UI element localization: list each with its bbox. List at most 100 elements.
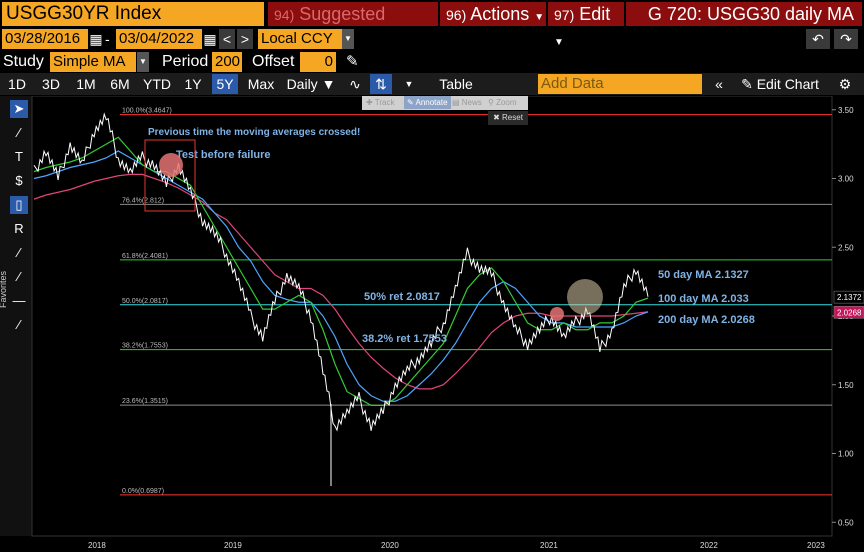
test-highlight-circle[interactable] (159, 153, 183, 177)
study-bar: Study Simple MA ▼ Period 200 Offset 0 ✎ (0, 52, 864, 72)
edit-chart-button[interactable]: ✎ Edit Chart (741, 76, 819, 92)
offset-label: Offset (252, 53, 295, 70)
date-bar: 03/28/2016 ▦ - 03/04/2022 ▦ < > Local CC… (0, 29, 864, 51)
collapse-icon[interactable]: « (715, 76, 723, 92)
study-label: Study (3, 53, 44, 70)
fibonacci-levels: 100.0%(3.4647) 76.4%(2.812) 61.8%(2.4081) 5… (120, 108, 832, 496)
chart-title: G 720: USGG30 daily MA (626, 2, 862, 26)
fib-level-label: 100.0%(3.4647) (122, 108, 172, 115)
study-select[interactable]: Simple MA (50, 52, 136, 72)
drawing-toolbox: ➤ ∕ T $ ▯ R ∕ ∕ — ∕ Favorites (0, 96, 32, 536)
fib-level-label: 38.2%(1.7553) (122, 343, 168, 350)
last-value-label: 2.1372 (837, 293, 862, 302)
chart-annotation[interactable]: Previous time the moving averages crosse… (148, 127, 360, 138)
chart-annotation[interactable]: 50% ret 2.0817 (364, 291, 440, 303)
title-bar: USGG30YR Index 94) Suggested Charts 96) … (0, 0, 864, 49)
actions-number: 96) (446, 7, 467, 23)
add-data-input[interactable]: Add Data (538, 74, 702, 94)
ticker-field[interactable]: USGG30YR Index (2, 2, 264, 26)
end-date-field[interactable]: 03/04/2022 (116, 29, 202, 49)
study-dropdown-icon[interactable]: ▼ (137, 52, 149, 72)
fib-level-label: 61.8%(2.4081) (122, 253, 168, 260)
price-chart[interactable]: 100.0%(3.4647) 76.4%(2.812) 61.8%(2.4081) 5… (0, 96, 864, 552)
chart-annotation[interactable]: 38.2% ret 1.7553 (362, 333, 447, 345)
y-tick-label: 1.50 (838, 381, 854, 390)
channel-icon[interactable]: ∕ (17, 269, 21, 284)
chart-annotation[interactable]: 50 day MA 2.1327 (658, 269, 749, 281)
period-6m-button[interactable]: 6M (110, 76, 130, 92)
chart-annotation[interactable]: 200 day MA 2.0268 (658, 314, 755, 326)
period-1y-button[interactable]: 1Y (184, 76, 202, 92)
cross-highlight-circle[interactable] (550, 307, 564, 321)
period-1d-button[interactable]: 1D (8, 76, 26, 92)
period-max-button[interactable]: Max (247, 76, 275, 92)
series-lines (33, 112, 649, 432)
ray-icon[interactable]: ∕ (17, 317, 21, 332)
news-mode-button[interactable]: ▤ News (452, 98, 482, 107)
frequency-select[interactable]: Daily ▼ (286, 76, 336, 92)
x-axis-label: 2018 (88, 541, 106, 550)
next-period-button[interactable]: > (237, 29, 253, 49)
suggested-charts-button[interactable]: 94) Suggested Charts (268, 2, 438, 49)
reset-zoom-button[interactable]: ✖ Reset (488, 111, 528, 125)
chart-type-dropdown-icon[interactable]: ▼ (404, 79, 414, 89)
suggested-charts-number: 94) (274, 7, 295, 23)
calendar-icon[interactable]: ▦ (203, 29, 217, 49)
x-axis-label: 2021 (540, 541, 558, 550)
x-axis-labels: 2018 2019 2020 2021 2022 2023 (88, 541, 825, 550)
settings-icon[interactable]: ⚙ (838, 76, 852, 92)
x-axis-label: 2019 (224, 541, 242, 550)
edit-label: Edit (579, 4, 611, 24)
candlestick-icon[interactable]: ⇅ (370, 74, 392, 94)
period-bar: 1D 3D 1M 6M YTD 1Y 5Y Max Daily ▼ ∿ ⇅ ▼ … (0, 73, 864, 95)
fib-level-label: 0.0%(0.6987) (122, 488, 164, 495)
start-date-field[interactable]: 03/28/2016 (2, 29, 88, 49)
trend-line-icon[interactable]: ∕ (17, 245, 21, 260)
edit-button[interactable]: 97) Edit ▼ (548, 2, 624, 48)
currency-select[interactable]: Local CCY (258, 29, 342, 49)
redo-icon[interactable]: ↷ (834, 29, 858, 49)
line-chart-icon[interactable]: ∿ (349, 76, 361, 92)
chart-annotation[interactable]: Test before failure (176, 149, 271, 161)
last-value-tags: 2.1372 2.0268 (833, 290, 864, 319)
track-mode-button[interactable]: ✚ Track (366, 98, 395, 107)
draw-line-icon[interactable]: ∕ (17, 125, 21, 140)
chart-mode-toolbar: ✚ Track ✎ Annotate ▤ News ⚲ Zoom (362, 96, 528, 110)
zoom-mode-button[interactable]: ⚲ Zoom (488, 98, 517, 107)
price-text-icon[interactable]: $ (15, 173, 23, 188)
period-ytd-button[interactable]: YTD (143, 76, 171, 92)
y-tick-label: 2.50 (838, 243, 854, 252)
rectangle-icon[interactable]: ▯ (10, 196, 28, 214)
calendar-icon[interactable]: ▦ (89, 29, 103, 49)
chart-annotation[interactable]: 100 day MA 2.033 (658, 293, 749, 305)
y-tick-label: 0.50 (838, 518, 854, 527)
y-tick-label: 3.00 (838, 175, 854, 184)
prev-period-button[interactable]: < (219, 29, 235, 49)
x-axis-label: 2023 (807, 541, 825, 550)
crossover-circle[interactable] (567, 279, 603, 315)
period-label: Period (162, 53, 209, 70)
period-3d-button[interactable]: 3D (42, 76, 60, 92)
x-axis-label: 2022 (700, 541, 718, 550)
series-line-ma (33, 136, 649, 406)
actions-button[interactable]: 96) Actions ▼ (440, 2, 546, 26)
horizontal-line-icon[interactable]: — (12, 293, 26, 308)
currency-dropdown-icon[interactable]: ▼ (342, 29, 354, 49)
period-5y-button[interactable]: 5Y (212, 74, 238, 94)
fibonacci-icon[interactable]: R (14, 221, 24, 236)
cursor-icon[interactable]: ➤ (10, 100, 28, 118)
period-input[interactable]: 200 (212, 52, 242, 72)
table-button[interactable]: Table (439, 76, 473, 92)
edit-dropdown-icon: ▼ (554, 37, 564, 48)
undo-icon[interactable]: ↶ (806, 29, 830, 49)
text-tool-icon[interactable]: T (15, 149, 23, 164)
x-axis-label: 2020 (381, 541, 399, 550)
pencil-icon[interactable]: ✎ (346, 53, 359, 70)
test-box-rectangle[interactable] (144, 139, 196, 212)
date-range-dash: - (105, 31, 110, 47)
offset-input[interactable]: 0 (300, 52, 336, 72)
fib-level-label: 76.4%(2.812) (122, 197, 164, 204)
annotate-mode-button[interactable]: ✎ Annotate (404, 96, 451, 109)
y-tick-label: 3.50 (838, 106, 854, 115)
period-1m-button[interactable]: 1M (76, 76, 96, 92)
